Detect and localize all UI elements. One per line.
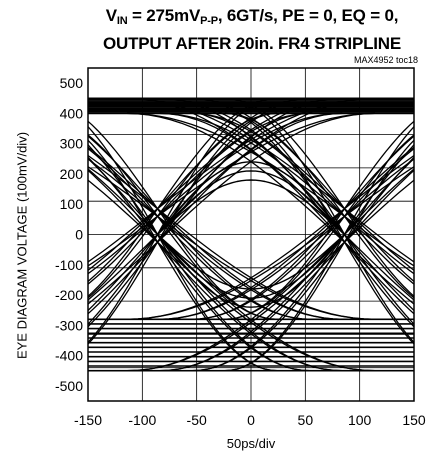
inner-eye-trace (157, 179, 345, 236)
inner-eye-trace (156, 234, 346, 299)
y-tick-label: -200 (55, 287, 83, 303)
x-tick-labels: -150 -100 -50 0 50 100 150 (74, 412, 426, 428)
chart-title-line2: OUTPUT AFTER 20in. FR4 STRIPLINE (102, 34, 402, 53)
plot-frame (87, 67, 415, 402)
transition-trace (224, 112, 414, 345)
x-tick-label: 50 (298, 412, 314, 428)
x-tick-label: 0 (247, 412, 255, 428)
x-tick-label: -100 (128, 412, 156, 428)
x-tick-label: -150 (74, 412, 102, 428)
inner-eye-trace (156, 161, 346, 235)
x-axis-label: 50ps/div (226, 436, 276, 451)
figure-code: MAX4952 toc18 (353, 55, 418, 65)
y-tick-label: 200 (60, 166, 84, 182)
y-tick-label: 500 (60, 75, 84, 91)
transition-trace (88, 112, 375, 267)
transition-trace (88, 169, 343, 372)
transition-trace (88, 112, 375, 305)
eye-traces (88, 97, 414, 372)
x-tick-label: 100 (348, 412, 372, 428)
transition-trace (192, 156, 414, 372)
x-tick-label: 150 (402, 412, 426, 428)
y-tick-label: 100 (60, 196, 84, 212)
inner-eye-trace (156, 170, 346, 235)
chart-title-line1: VIN = 275mVP-P, 6GT/s, PE = 0, EQ = 0, (105, 6, 399, 27)
transition-trace (127, 166, 414, 320)
y-tick-label: 400 (60, 105, 84, 121)
y-tick-label: -500 (55, 378, 83, 394)
x-tick-label: -50 (187, 412, 207, 428)
y-tick-label: 300 (60, 136, 84, 152)
inner-eye-trace (157, 233, 345, 290)
y-tick-label: 0 (75, 227, 83, 243)
transition-trace (127, 154, 414, 320)
y-tick-label: -400 (55, 348, 83, 364)
transition-trace (224, 139, 414, 372)
transition-trace (127, 179, 414, 372)
inner-eye-trace (156, 234, 346, 308)
transition-trace (192, 112, 414, 328)
transition-trace (88, 112, 343, 315)
y-tick-labels: 500 400 300 200 100 0 -100 -200 -300 -400 -500 (55, 75, 83, 394)
y-tick-label: -100 (55, 257, 83, 273)
y-tick-label: -300 (55, 317, 83, 333)
